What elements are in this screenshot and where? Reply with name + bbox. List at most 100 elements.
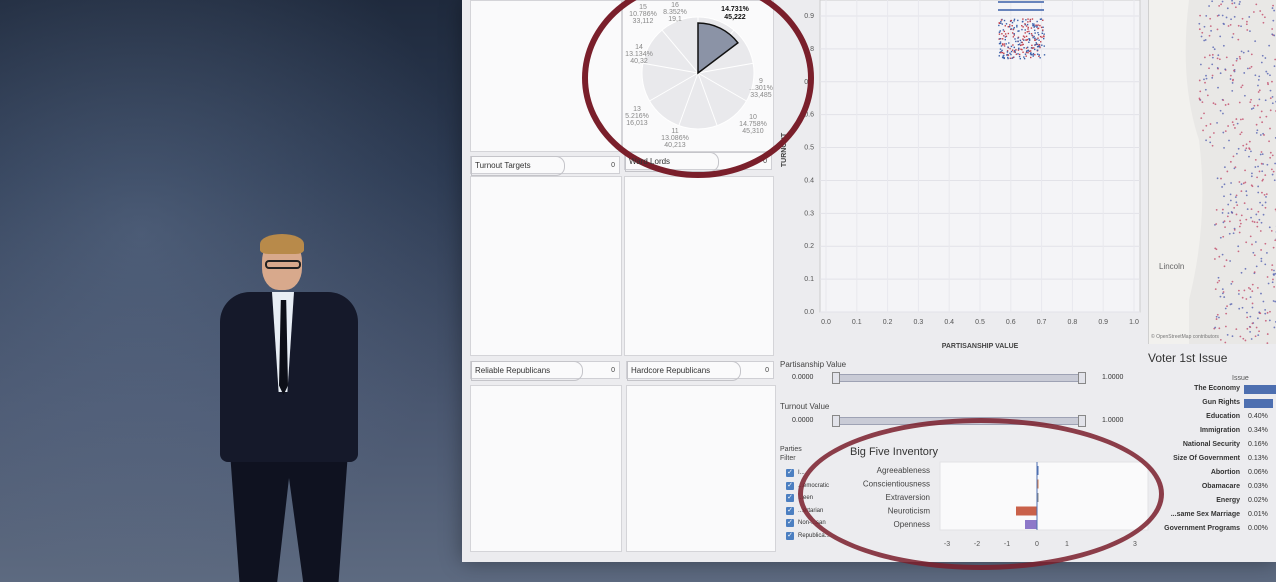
- turnout-slider[interactable]: [834, 417, 1084, 425]
- segment-label: Ward Lords: [629, 157, 670, 166]
- pie-slice-label: 11: [671, 128, 678, 135]
- voter-issue-pct: 0.34%: [1248, 427, 1268, 434]
- filter-title-line: Filter: [780, 454, 802, 463]
- x-tick-label: 0.5: [975, 319, 985, 326]
- checkbox-checked[interactable]: ✓: [786, 507, 794, 515]
- slider-min-handle[interactable]: [832, 415, 840, 427]
- big-five-trait-label: Agreeableness: [877, 466, 930, 475]
- y-axis-title: TURNOUT: [781, 132, 788, 167]
- voter-issue-table: The Economy Gun Rights Education 0.40% Immig…: [1148, 385, 1276, 535]
- x-axis-title: PARTISANSHIP VALUE: [942, 343, 1019, 350]
- voter-issue-bar: [1244, 385, 1276, 394]
- map-city-label: Lincoln: [1159, 262, 1184, 271]
- segment-bar-turnout-targets[interactable]: Turnout Targets 0: [470, 156, 620, 174]
- segment-pie-chart[interactable]: 14.731%45,222 1510.786%33,112 168.352%19,1…: [623, 1, 773, 151]
- turnout-slider-label: Turnout Value: [780, 402, 829, 411]
- pie-slice-label: 45,310: [742, 128, 764, 135]
- segment-label: Hardcore Republicans: [631, 366, 710, 375]
- partisanship-slider-label: Partisanship Value: [780, 360, 846, 369]
- y-tick-label: 0.0: [804, 309, 814, 316]
- voter-issue-pct: 0.06%: [1248, 469, 1268, 476]
- pie-slice-label: 33,112: [633, 18, 654, 25]
- parties-filter: Parties Filter ✓ I... ✓ ...emocratic ✓ ...een…: [780, 445, 840, 545]
- voter-issue-label: National Security: [1144, 441, 1240, 448]
- segment-bar-hardcore-republicans[interactable]: Hardcore Republicans 0: [626, 361, 774, 379]
- party-filter-item[interactable]: ✓ ...emocratic: [786, 480, 829, 492]
- y-tick-label: 0.2: [804, 243, 814, 250]
- big-five-chart: Agreeableness Conscientiousness Extraversi…: [842, 458, 1162, 550]
- voter-issue-pct: 0.02%: [1248, 497, 1268, 504]
- segment-bar-ward-lords[interactable]: Ward Lords 0: [624, 152, 772, 170]
- pie-slice-label: 40,32: [630, 58, 648, 65]
- checkbox-checked[interactable]: ✓: [786, 519, 794, 527]
- segment-panel-bottom-left: [470, 385, 622, 552]
- y-tick-label: 0.5: [804, 145, 814, 152]
- voter-map[interactable]: Lincoln © OpenStreetMap contributors: [1148, 0, 1276, 344]
- y-tick-label: 0.7: [804, 79, 814, 86]
- checkbox-checked[interactable]: ✓: [786, 532, 794, 540]
- voter-issue-label: Government Programs: [1144, 525, 1240, 532]
- big-five-tick-label: -2: [974, 541, 980, 548]
- turnout-max: 1.0000: [1102, 417, 1123, 424]
- presenter-figure: [210, 232, 370, 582]
- voter-issue-pct: 0.16%: [1248, 441, 1268, 448]
- slider-max-handle[interactable]: [1078, 372, 1086, 384]
- party-filter-item[interactable]: ✓ ...ertarian: [786, 505, 823, 517]
- x-tick-label: 0.1: [852, 319, 862, 326]
- parties-filter-title: Parties Filter: [780, 445, 802, 463]
- turnout-partisanship-scatter[interactable]: 0.0 0.1 0.2 0.3 0.4 0.5 0.6 0.7 0.8 0.9 0.0 0.1 0.2 0…: [776, 0, 1148, 356]
- segment-label: Reliable Republicans: [475, 366, 550, 375]
- pie-slice-label: 13: [633, 106, 641, 113]
- big-five-trait-label: Extraversion: [886, 493, 930, 502]
- checkbox-checked[interactable]: ✓: [786, 469, 794, 477]
- pie-slice-label: 33,485: [750, 92, 772, 99]
- filter-title-line: Parties: [780, 445, 802, 454]
- y-tick-label: 0.9: [804, 13, 814, 20]
- y-tick-label: 0.3: [804, 210, 814, 217]
- big-five-plot-area: [940, 462, 1148, 530]
- voter-issue-label: ...same Sex Marriage: [1144, 511, 1240, 518]
- partisanship-slider[interactable]: [834, 374, 1084, 382]
- pie-slice-label: 14: [635, 44, 643, 51]
- segment-count: 0: [765, 362, 769, 380]
- party-filter-label: Non-...san: [798, 520, 826, 526]
- pie-slice-label: 13.134%: [625, 51, 653, 58]
- segment-count: 0: [763, 153, 767, 171]
- x-tick-label: 1.0: [1129, 319, 1139, 326]
- slider-min-handle[interactable]: [832, 372, 840, 384]
- segment-count: 0: [611, 362, 615, 380]
- pie-highlight-count: 45,222: [724, 14, 746, 21]
- checkbox-checked[interactable]: ✓: [786, 482, 794, 490]
- party-filter-label: I...: [798, 470, 805, 476]
- segment-bar-reliable-republicans[interactable]: Reliable Republicans 0: [470, 361, 620, 379]
- pie-slice-label: 14.758%: [739, 121, 767, 128]
- segment-panel-bottom-right: [626, 385, 776, 552]
- voter-issue-pct: 0.01%: [1248, 511, 1268, 518]
- party-filter-item[interactable]: ✓ Non-...san: [786, 517, 826, 529]
- pie-highlight-pct: 14.731%: [721, 6, 749, 13]
- checkbox-checked[interactable]: ✓: [786, 494, 794, 502]
- voter-issue-pct: 0.00%: [1248, 525, 1268, 532]
- voter-issue-label: Abortion: [1144, 469, 1240, 476]
- map-ocean: [1149, 0, 1202, 344]
- turnout-min: 0.0000: [792, 417, 813, 424]
- voter-issue-pct: 0.03%: [1248, 483, 1268, 490]
- slider-max-handle[interactable]: [1078, 415, 1086, 427]
- presenter-legs: [230, 452, 348, 582]
- party-filter-label: ...emocratic: [798, 483, 829, 489]
- party-filter-label: ...ertarian: [798, 508, 823, 514]
- segment-panel-top-left: [470, 0, 622, 152]
- voter-map-points: [1149, 0, 1276, 344]
- big-five-title: Big Five Inventory: [850, 446, 938, 458]
- party-filter-item[interactable]: ✓ Republica...: [786, 530, 830, 542]
- segment-count: 0: [611, 157, 615, 175]
- party-filter-item[interactable]: ✓ ...een: [786, 492, 813, 504]
- segment-panel-mid-left: [470, 176, 622, 356]
- big-five-trait-label: Neuroticism: [888, 507, 931, 516]
- big-five-tick-label: 1: [1065, 541, 1069, 548]
- voter-issue-label: Size Of Government: [1144, 455, 1240, 462]
- big-five-tick-label: -3: [944, 541, 950, 548]
- voter-issue-bar: [1244, 399, 1273, 408]
- partisanship-max: 1.0000: [1102, 374, 1123, 381]
- party-filter-item[interactable]: ✓ I...: [786, 467, 805, 479]
